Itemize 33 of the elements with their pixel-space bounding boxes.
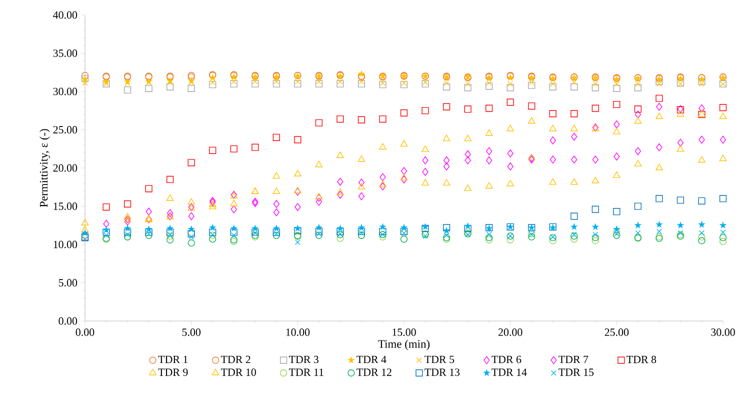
legend-label: TDR 11: [288, 368, 324, 376]
x-tick-label: 0.00: [76, 328, 94, 336]
legend-label: TDR 9: [158, 368, 188, 376]
y-tick-label: 15.00: [54, 202, 78, 210]
y-tick-label: 0.00: [58, 317, 78, 325]
legend-label: TDR 2: [220, 356, 250, 364]
legend-label: TDR 13: [424, 368, 460, 376]
legend-label: TDR 14: [492, 368, 527, 376]
y-axis-title: Permittivity, ε (-): [40, 129, 50, 208]
x-tick-label: 5.00: [182, 328, 201, 336]
y-tick-label: 10.00: [54, 240, 78, 248]
legend-label: TDR 3: [288, 356, 318, 364]
legend-label: TDR 12: [356, 368, 392, 376]
y-tick-label: 5.00: [58, 279, 78, 286]
legend-label: TDR 6: [492, 356, 522, 364]
x-tick-label: 15.00: [392, 328, 416, 336]
y-tick-label: 20.00: [53, 164, 78, 172]
y-tick-label: 25.00: [53, 126, 78, 134]
y-tick-label: 40.00: [53, 11, 78, 19]
legend-label: TDR 10: [220, 368, 256, 376]
x-axis-title: Time (min): [378, 340, 430, 350]
x-tick-label: 10.00: [286, 328, 310, 336]
legend-label: TDR 4: [356, 356, 386, 364]
legend-label: TDR 15: [558, 368, 594, 376]
legend-label: TDR 7: [558, 356, 588, 364]
legend-label: TDR 1: [158, 356, 188, 364]
y-tick-label: 35.00: [53, 50, 78, 57]
x-tick-label: 25.00: [604, 328, 629, 336]
y-tick-label: 30.00: [53, 88, 78, 96]
x-tick-label: 30.00: [711, 328, 735, 336]
x-tick-label: 20.00: [498, 328, 522, 336]
legend-label: TDR 5: [424, 356, 454, 364]
legend-label: TDR 8: [626, 356, 656, 364]
